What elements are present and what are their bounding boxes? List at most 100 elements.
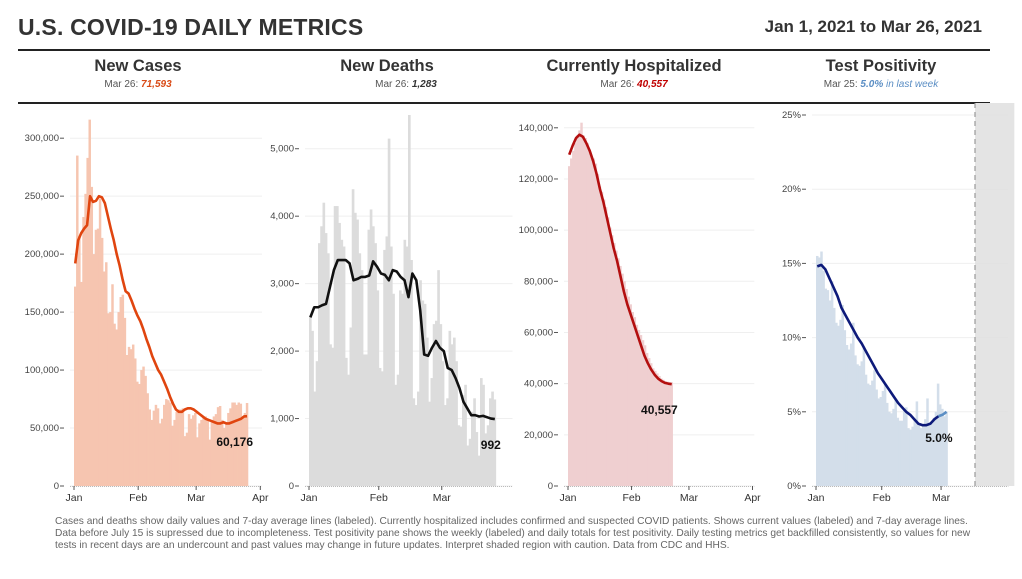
y-tick-label: 5,000 (270, 144, 294, 155)
daily-bar (619, 265, 622, 486)
daily-bar (845, 345, 849, 486)
daily-bar (668, 382, 671, 486)
daily-bar (866, 383, 870, 486)
daily-bar (227, 412, 230, 486)
daily-bar (175, 411, 178, 486)
daily-bar (635, 324, 639, 486)
daily-bar (596, 173, 600, 486)
y-tick-label: 40,000 (524, 379, 553, 390)
avg-line-recent (938, 410, 948, 418)
daily-bar (345, 357, 348, 486)
daily-bar (358, 253, 362, 486)
daily-bar (664, 381, 667, 486)
daily-bar (625, 288, 628, 486)
x-tick-label: Feb (129, 492, 147, 504)
daily-bar (100, 237, 104, 486)
x-tick-label: Feb (623, 492, 641, 504)
daily-bar (430, 378, 434, 486)
daily-bar (392, 293, 395, 486)
daily-bar (822, 270, 825, 486)
daily-bar (148, 409, 151, 486)
daily-bar (154, 404, 158, 486)
end-value-label: 5.0% (925, 431, 953, 445)
daily-bar (405, 246, 409, 486)
shaded-region (975, 103, 1015, 486)
daily-bar (98, 198, 102, 486)
daily-bar (473, 398, 476, 486)
daily-bar (629, 304, 632, 486)
daily-bar (187, 414, 191, 486)
x-tick-label: Apr (744, 492, 761, 504)
daily-bar (576, 135, 579, 486)
x-tick-label: Jan (66, 492, 83, 504)
daily-bar (390, 246, 393, 486)
daily-bar (421, 300, 425, 486)
daily-bar (670, 382, 673, 486)
daily-bar (80, 281, 83, 486)
y-tick-label: 100,000 (25, 365, 59, 376)
daily-bar (432, 324, 436, 486)
daily-bar (84, 193, 87, 486)
daily-bar (930, 423, 933, 486)
daily-bar (907, 428, 910, 486)
daily-bar (631, 312, 634, 486)
daily-bar (165, 399, 168, 486)
daily-bar (160, 418, 164, 486)
daily-bar (586, 143, 589, 486)
panel-header-new-cases: New Cases Mar 26: 71,593 (13, 57, 263, 90)
x-tick-label: Jan (301, 492, 318, 504)
daily-bar (329, 344, 332, 486)
daily-bar (121, 294, 125, 486)
daily-bar (437, 270, 440, 486)
daily-bar (181, 408, 185, 486)
daily-bar (223, 428, 226, 486)
daily-bar (129, 349, 133, 486)
y-tick-label: 200,000 (25, 249, 59, 260)
daily-bar (158, 423, 162, 486)
daily-bar (216, 407, 220, 486)
y-tick-label: 80,000 (524, 276, 553, 287)
daily-bar (239, 403, 243, 486)
end-value-label: 992 (481, 438, 501, 452)
daily-bar (173, 419, 176, 486)
daily-bar (662, 379, 665, 486)
daily-bar (378, 367, 382, 486)
daily-bar (194, 412, 197, 486)
daily-bar (322, 202, 326, 486)
daily-bar (315, 361, 319, 486)
x-tick-label: Feb (370, 492, 388, 504)
daily-bar (468, 438, 472, 486)
daily-bar (858, 365, 861, 486)
daily-bar (645, 352, 649, 486)
daily-bar (320, 226, 323, 487)
daily-bar (204, 416, 207, 486)
daily-bar (919, 428, 923, 486)
avg-line (73, 194, 248, 425)
daily-bar (235, 404, 238, 486)
daily-bar (890, 413, 893, 486)
daily-bar (372, 226, 375, 487)
daily-bar (913, 419, 917, 486)
daily-bar (94, 229, 98, 486)
daily-bar (641, 340, 645, 486)
daily-bar (347, 374, 350, 486)
y-tick-label: 140,000 (519, 123, 553, 134)
daily-bar (333, 206, 337, 486)
daily-bar (934, 411, 938, 486)
daily-bar (146, 393, 149, 486)
daily-bar (936, 383, 940, 486)
daily-bar (898, 420, 902, 486)
daily-bar (125, 354, 129, 486)
daily-bar (220, 419, 224, 486)
daily-bar (856, 364, 859, 486)
daily-bar (909, 429, 912, 486)
daily-bar (90, 186, 94, 486)
daily-bar (169, 402, 172, 486)
daily-bar (349, 327, 353, 486)
daily-bar (342, 246, 346, 486)
daily-bar (654, 370, 657, 486)
daily-bar (841, 304, 844, 486)
daily-bar (360, 270, 364, 486)
daily-bar (414, 405, 418, 486)
daily-bar (311, 330, 314, 486)
